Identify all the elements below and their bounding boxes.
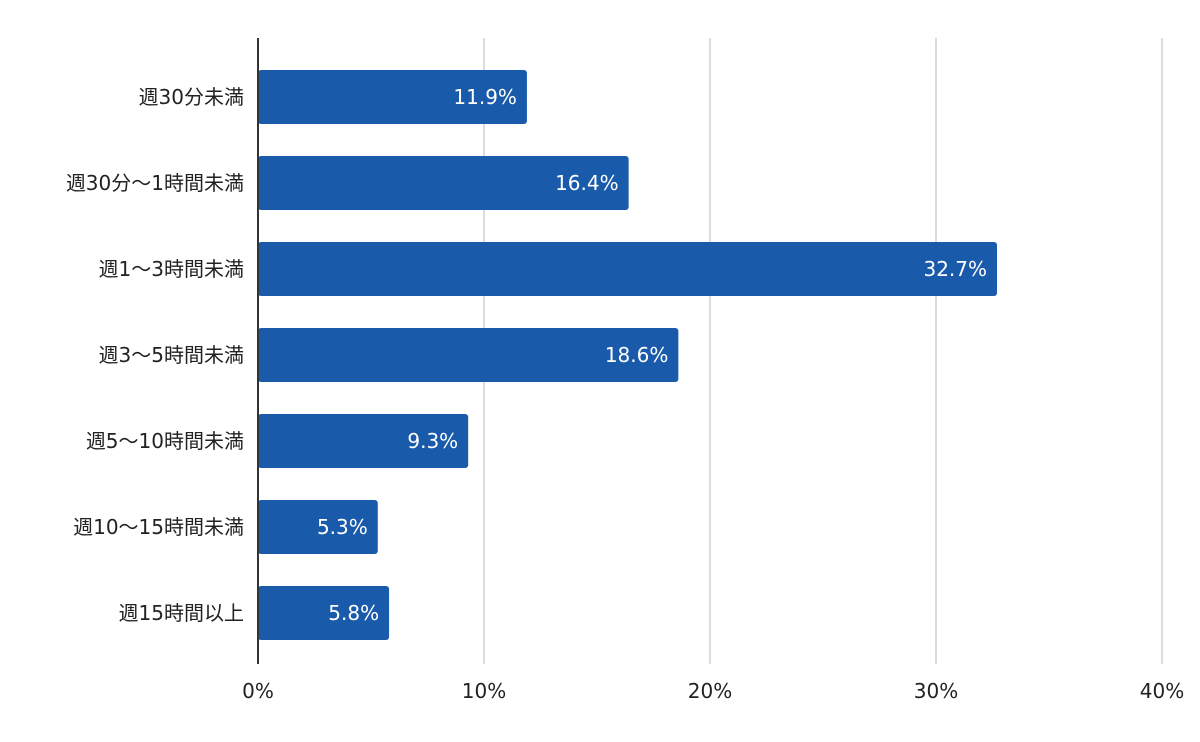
x-tick-label-10: 10% bbox=[462, 679, 506, 703]
category-label-0: 週30分未満 bbox=[139, 85, 244, 109]
bar-5 bbox=[258, 500, 378, 554]
x-tick-label-20: 20% bbox=[688, 679, 732, 703]
bar-6 bbox=[258, 586, 390, 640]
category-label-3: 週3〜5時間未満 bbox=[99, 343, 244, 367]
bar-4 bbox=[258, 414, 469, 468]
x-tick-label-40: 40% bbox=[1140, 679, 1184, 703]
labels: 0% 10% 20% 30% 40% 11.9% 週30分未満 16.4% 週30分〜1時間未満… bbox=[66, 85, 1184, 703]
category-label-5: 週10〜15時間未満 bbox=[73, 515, 244, 539]
bar-0 bbox=[258, 70, 527, 124]
bars bbox=[258, 70, 998, 640]
x-tick-label-0: 0% bbox=[242, 679, 274, 703]
bar-3 bbox=[258, 328, 679, 382]
bar-value-label-4: 9.3% bbox=[407, 429, 458, 453]
category-label-1: 週30分〜1時間未満 bbox=[66, 171, 244, 195]
bar-value-label-2: 32.7% bbox=[923, 257, 987, 281]
category-label-4: 週5〜10時間未満 bbox=[86, 429, 244, 453]
bar-value-label-0: 11.9% bbox=[453, 85, 517, 109]
bar-value-label-3: 18.6% bbox=[605, 343, 669, 367]
bar-value-label-5: 5.3% bbox=[317, 515, 368, 539]
category-label-2: 週1〜3時間未満 bbox=[99, 257, 244, 281]
bar-value-label-1: 16.4% bbox=[555, 171, 619, 195]
bar-2 bbox=[258, 242, 998, 296]
x-tick-label-30: 30% bbox=[914, 679, 958, 703]
category-label-6: 週15時間以上 bbox=[119, 601, 244, 625]
bar-value-label-6: 5.8% bbox=[328, 601, 379, 625]
bar-1 bbox=[258, 156, 629, 210]
